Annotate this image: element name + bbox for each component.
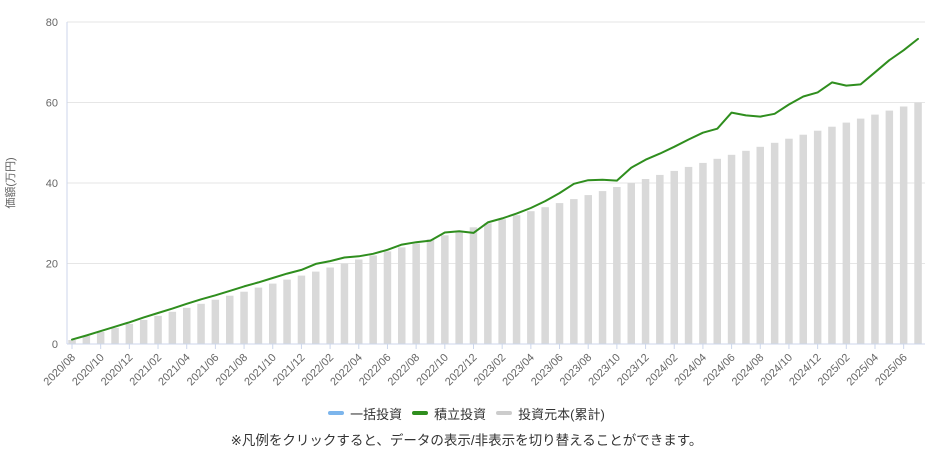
x-axis-ticks <box>71 344 905 349</box>
tsumitate-legend-marker <box>412 411 429 415</box>
y-axis-title: 価額(万円) <box>4 157 17 208</box>
svg-text:20: 20 <box>46 259 58 271</box>
legend-item-label: 積立投資 <box>434 406 487 422</box>
svg-text:0: 0 <box>52 339 58 351</box>
legend-item-lumpsum[interactable]: 一括投資 <box>328 404 402 423</box>
svg-text:40: 40 <box>46 178 58 190</box>
x-axis-labels: 2020/082020/102020/122021/022021/042021/… <box>42 352 910 389</box>
svg-text:2025/06: 2025/06 <box>873 352 910 389</box>
principal-bars <box>68 102 922 345</box>
y-axis-labels: 0 20 40 60 80 <box>46 17 58 351</box>
gridlines <box>67 21 925 264</box>
svg-text:80: 80 <box>46 17 58 29</box>
principal-legend-marker <box>496 411 513 415</box>
legend-toggle-hint: ※凡例をクリックすると、データの表示/非表示を切り替えることができます。 <box>230 433 703 448</box>
legend-item-label: 一括投資 <box>350 406 403 422</box>
lumpsum-legend-marker <box>328 411 345 415</box>
legend-item-label: 投資元本(累計) <box>518 406 605 422</box>
legend-item-tsumitate[interactable]: 積立投資 <box>412 404 486 423</box>
tsumitate-line <box>71 37 919 341</box>
legend-item-principal[interactable]: 投資元本(累計) <box>496 404 605 423</box>
chart-legend: 一括投資 積立投資 投資元本(累計) <box>0 403 933 423</box>
svg-text:60: 60 <box>46 98 58 110</box>
chart-plot-area: 2020/082020/102020/122021/022021/042021/… <box>4 17 925 389</box>
